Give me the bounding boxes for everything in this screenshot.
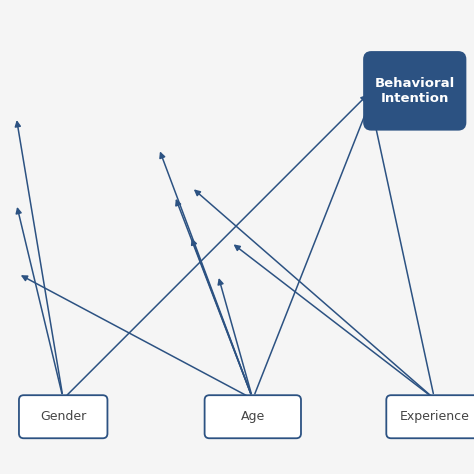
Text: Experience: Experience <box>400 410 469 423</box>
FancyBboxPatch shape <box>364 52 465 129</box>
Text: Behavioral
Intention: Behavioral Intention <box>374 77 455 105</box>
FancyBboxPatch shape <box>205 395 301 438</box>
FancyBboxPatch shape <box>386 395 474 438</box>
Text: Gender: Gender <box>40 410 86 423</box>
Text: Age: Age <box>241 410 265 423</box>
FancyBboxPatch shape <box>19 395 108 438</box>
